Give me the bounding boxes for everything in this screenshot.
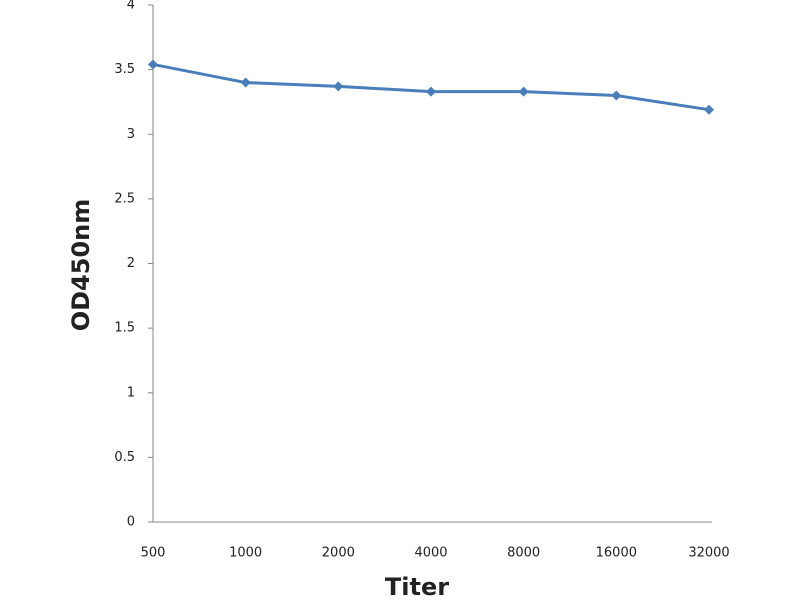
- x-tick-label: 8000: [507, 546, 540, 561]
- data-point: [333, 81, 344, 92]
- y-tick-label: 0: [127, 515, 135, 530]
- y-tick-label: 0.5: [114, 450, 135, 465]
- data-point: [240, 77, 251, 88]
- x-tick-label: 4000: [414, 546, 447, 561]
- x-tick-label: 16000: [596, 546, 637, 561]
- y-tick-label: 3: [127, 127, 135, 142]
- x-tick-label: 32000: [688, 546, 729, 561]
- y-tick-label: 2.5: [114, 191, 135, 206]
- x-tick-label: 1000: [229, 546, 262, 561]
- data-point: [611, 90, 622, 101]
- y-tick-label: 1: [127, 385, 135, 400]
- x-tick-label: 500: [141, 546, 166, 561]
- y-axis-title: OD450nm: [67, 199, 95, 332]
- data-point: [518, 86, 529, 97]
- data-point: [704, 104, 714, 115]
- x-axis-title: Titer: [385, 573, 449, 600]
- data-point: [426, 86, 436, 97]
- x-tick-label: 2000: [322, 546, 355, 561]
- y-tick-label: 4: [127, 0, 135, 13]
- y-tick-label: 1.5: [114, 321, 135, 336]
- y-tick-label: 2: [127, 256, 135, 271]
- y-tick-label: 3.5: [114, 62, 135, 77]
- data-point: [148, 59, 158, 70]
